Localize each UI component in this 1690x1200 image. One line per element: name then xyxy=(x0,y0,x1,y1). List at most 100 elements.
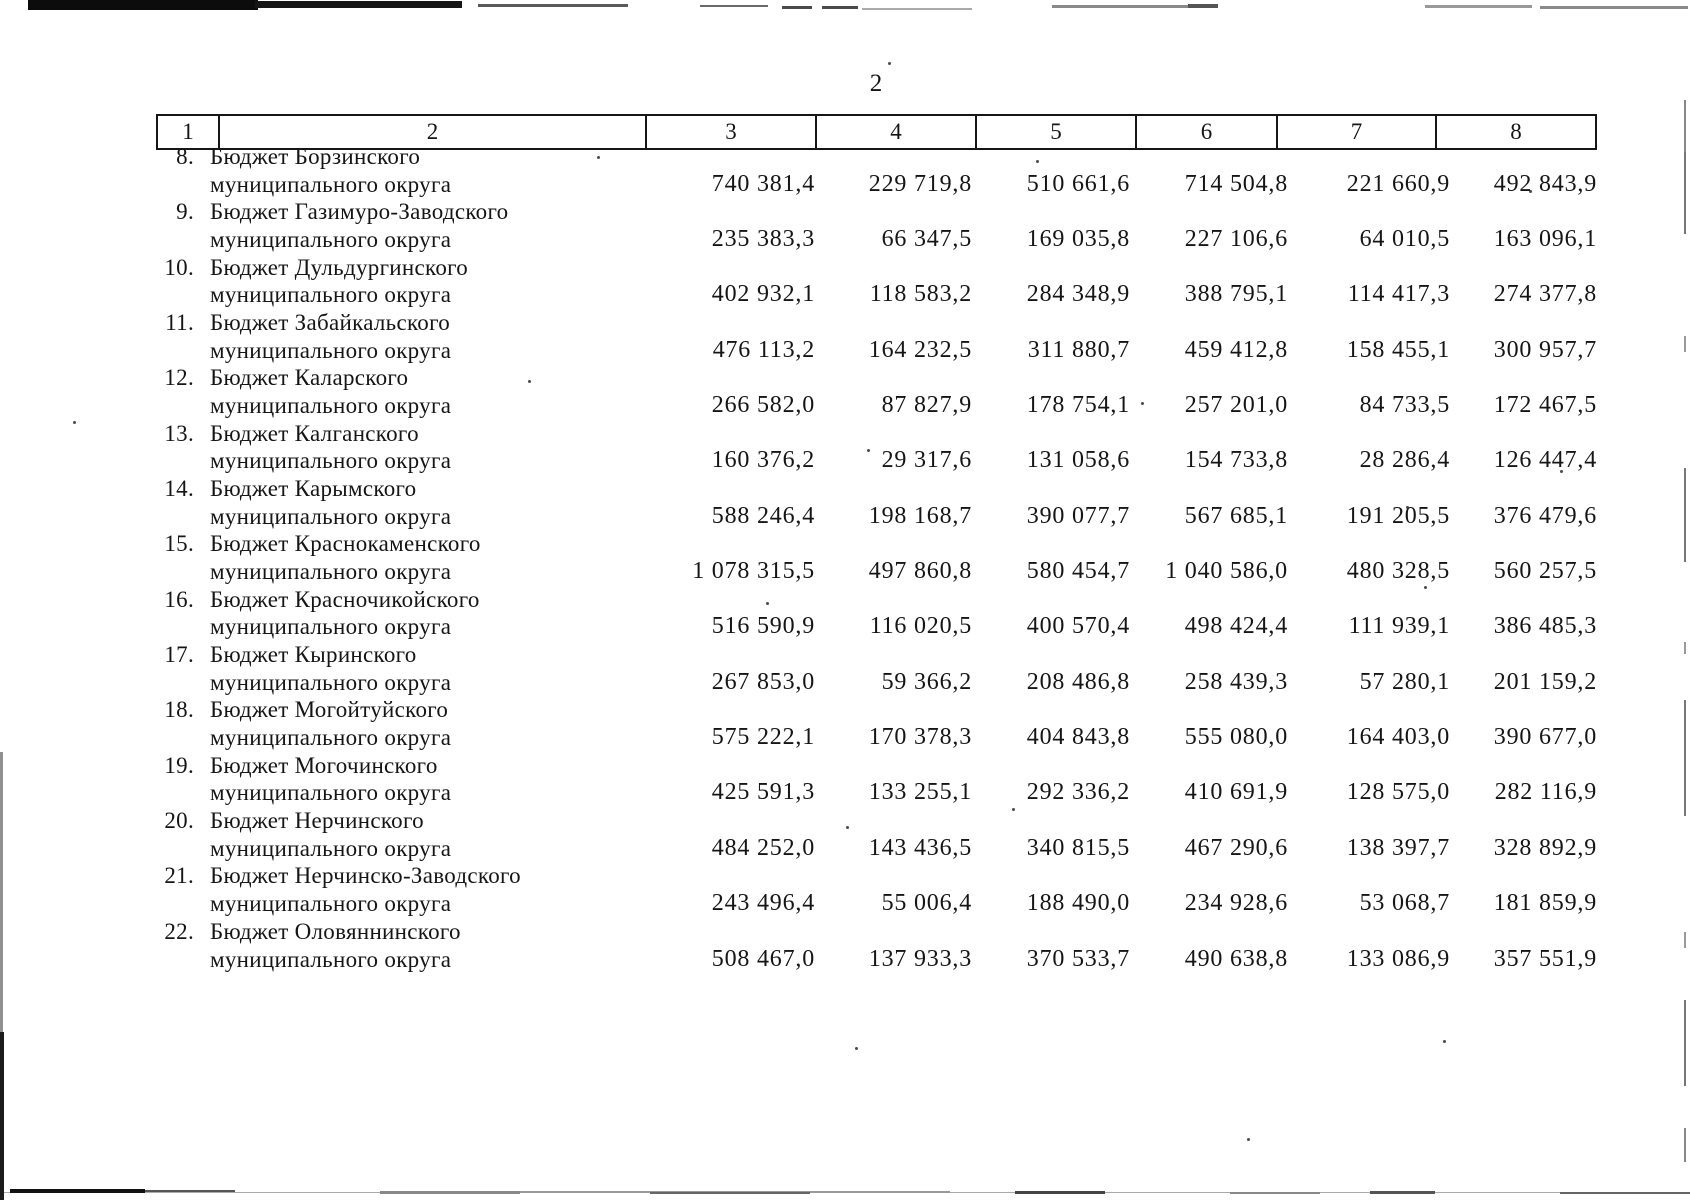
cell-col4: 29 317,6 xyxy=(881,447,972,474)
row-number: 13. xyxy=(164,420,194,446)
scan-artifact-top-band xyxy=(1540,6,1688,9)
row-budget-name: Бюджет Красночикойского муниципального о… xyxy=(210,586,480,641)
scan-artifact-top-band xyxy=(478,4,628,7)
scan-artifact-right-line xyxy=(1684,100,1686,160)
cell-col6: 490 638,8 xyxy=(1184,945,1288,972)
cell-col4: 170 378,3 xyxy=(868,724,972,751)
row-name-line1: Бюджет Дульдургинского xyxy=(210,254,469,280)
row-number: 18. xyxy=(164,697,194,723)
cell-col6: 459 412,8 xyxy=(1184,336,1288,363)
page-number: 2 xyxy=(869,70,883,97)
cell-col5: 188 490,0 xyxy=(1026,890,1130,917)
cell-col4: 137 933,3 xyxy=(868,945,972,972)
cell-col3: 160 376,2 xyxy=(711,447,815,474)
table-row: 21. Бюджет Нерчинско-Заводского муниципа… xyxy=(0,862,1690,917)
cell-col6: 257 201,0 xyxy=(1184,392,1288,419)
cell-col4: 164 232,5 xyxy=(868,336,972,363)
cell-col7: 480 328,5 xyxy=(1346,558,1450,585)
scan-artifact-bottom-line xyxy=(1015,1191,1105,1194)
header-col-6: 6 xyxy=(1135,116,1276,148)
table-row: 10. Бюджет Дульдургинского муниципальног… xyxy=(0,254,1690,309)
row-budget-name: Бюджет Могойтуйского муниципального окру… xyxy=(210,696,451,751)
cell-col7: 111 939,1 xyxy=(1348,613,1450,640)
cell-col8: 390 677,0 xyxy=(1493,724,1597,751)
table-row: 18. Бюджет Могойтуйского муниципального … xyxy=(0,696,1690,751)
cell-col5: 169 035,8 xyxy=(1026,226,1130,253)
cell-col3: 402 932,1 xyxy=(711,281,815,308)
cell-col7: 191 205,5 xyxy=(1346,502,1450,529)
scan-artifact-bottom-line xyxy=(145,1190,235,1192)
row-budget-name: Бюджет Газимуро-Заводского муниципальног… xyxy=(210,198,508,253)
row-budget-name: Бюджет Кыринского муниципального округа xyxy=(210,641,451,696)
cell-col7: 221 660,9 xyxy=(1346,170,1450,197)
cell-col7: 158 455,1 xyxy=(1346,336,1450,363)
scan-speck xyxy=(1529,190,1532,193)
scan-speck xyxy=(855,1047,858,1050)
row-budget-name: Бюджет Борзинского муниципального округа xyxy=(210,143,451,198)
cell-col4: 59 366,2 xyxy=(881,668,972,695)
header-col-4: 4 xyxy=(815,116,975,148)
row-budget-name: Бюджет Калганского муниципального округа xyxy=(210,420,451,475)
cell-col7: 57 280,1 xyxy=(1359,668,1450,695)
row-number: 22. xyxy=(164,918,194,944)
scan-speck xyxy=(846,826,849,829)
row-name-line2: муниципального округа xyxy=(210,669,452,695)
cell-col6: 258 439,3 xyxy=(1184,668,1288,695)
scan-artifact-right-line xyxy=(1684,468,1686,562)
table-header-row: 1 2 3 4 5 6 7 8 xyxy=(156,114,1597,150)
scan-artifact-bottom-line xyxy=(1230,1192,1320,1194)
cell-col8: 376 479,6 xyxy=(1493,502,1597,529)
cell-col5: 370 533,7 xyxy=(1026,945,1130,972)
scan-speck xyxy=(867,449,870,452)
cell-col6: 467 290,6 xyxy=(1184,834,1288,861)
scan-artifact-right-line xyxy=(1684,152,1686,234)
cell-col6: 410 691,9 xyxy=(1184,779,1288,806)
row-name-line1: Бюджет Краснокаменского xyxy=(210,531,481,557)
row-name-line1: Бюджет Кыринского xyxy=(210,642,417,668)
cell-col6: 227 106,6 xyxy=(1184,226,1288,253)
cell-col4: 143 436,5 xyxy=(868,834,972,861)
scan-speck xyxy=(1247,1138,1250,1141)
cell-col6: 714 504,8 xyxy=(1184,170,1288,197)
row-budget-name: Бюджет Нерчинско-Заводского муниципально… xyxy=(210,862,521,917)
table-row: 11. Бюджет Забайкальского муниципального… xyxy=(0,309,1690,364)
cell-col7: 84 733,5 xyxy=(1359,392,1450,419)
header-col-8: 8 xyxy=(1435,116,1595,148)
scan-artifact-top-band xyxy=(28,0,258,10)
cell-col6: 555 080,0 xyxy=(1184,724,1288,751)
scan-speck xyxy=(1012,808,1015,811)
scan-artifact-top-band xyxy=(255,1,462,8)
row-name-line2: муниципального округа xyxy=(210,171,452,197)
cell-col4: 497 860,8 xyxy=(868,558,972,585)
row-name-line2: муниципального округа xyxy=(210,503,452,529)
scan-artifact-left-line xyxy=(0,1032,4,1200)
cell-col8: 181 859,9 xyxy=(1493,890,1597,917)
row-number: 20. xyxy=(164,808,194,834)
scan-artifact-bottom-line xyxy=(1560,1192,1690,1194)
row-number: 12. xyxy=(164,365,194,391)
cell-col4: 133 255,1 xyxy=(868,779,972,806)
cell-col6: 388 795,1 xyxy=(1184,281,1288,308)
cell-col3: 575 222,1 xyxy=(711,724,815,751)
scan-artifact-top-band xyxy=(862,8,972,10)
row-budget-name: Бюджет Дульдургинского муниципального ок… xyxy=(210,254,468,309)
cell-col3: 266 582,0 xyxy=(711,392,815,419)
cell-col4: 198 168,7 xyxy=(868,502,972,529)
scan-artifact-bottom-line xyxy=(10,1189,145,1193)
cell-col4: 55 006,4 xyxy=(881,890,972,917)
scan-artifact-bottom-line xyxy=(380,1191,520,1194)
row-name-line2: муниципального округа xyxy=(210,337,452,363)
cell-col3: 235 383,3 xyxy=(711,226,815,253)
scan-artifact-top-band xyxy=(782,6,812,9)
header-col-5: 5 xyxy=(975,116,1135,148)
table-row: 17. Бюджет Кыринского муниципального окр… xyxy=(0,641,1690,696)
scan-artifact-left-line xyxy=(0,752,3,1032)
row-number: 10. xyxy=(164,254,194,280)
scan-speck xyxy=(1036,160,1039,163)
cell-col5: 284 348,9 xyxy=(1026,281,1130,308)
row-budget-name: Бюджет Краснокаменского муниципального о… xyxy=(210,530,481,585)
row-name-line2: муниципального округа xyxy=(210,282,452,308)
table-row: 15. Бюджет Краснокаменского муниципально… xyxy=(0,530,1690,585)
table-row: 22. Бюджет Оловяннинского муниципального… xyxy=(0,918,1690,973)
table-row: 14. Бюджет Карымского муниципального окр… xyxy=(0,475,1690,530)
